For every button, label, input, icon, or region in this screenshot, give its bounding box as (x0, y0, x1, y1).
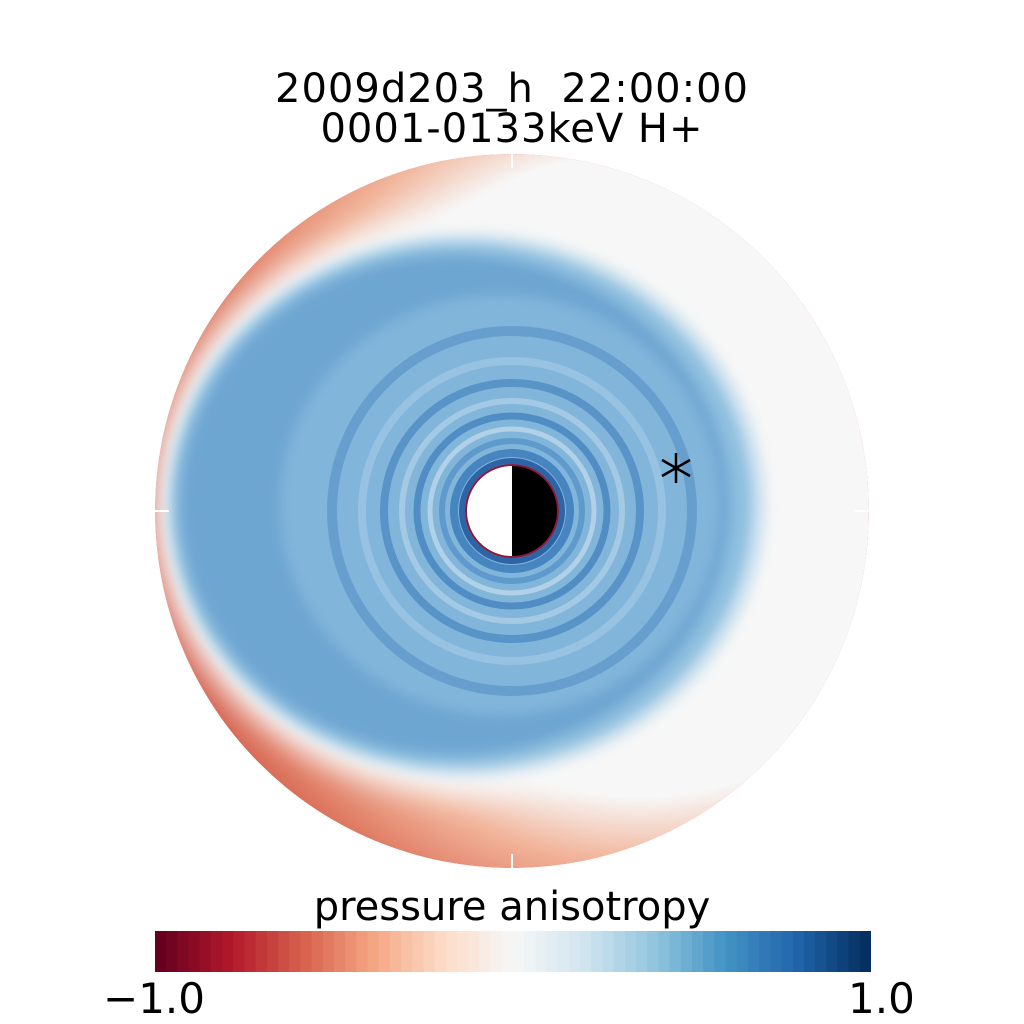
colorbar-swatch (378, 931, 391, 972)
colorbar-swatch (334, 931, 346, 972)
colorbar-swatch (244, 931, 257, 972)
concentric-rings (327, 326, 697, 696)
colorbar-swatch (177, 931, 190, 972)
colorbar-swatch (658, 931, 671, 972)
colorbar-swatch (759, 931, 771, 972)
colorbar-swatch (479, 931, 492, 972)
colorbar-swatch (803, 931, 816, 972)
asterisk-marker-icon (661, 453, 691, 483)
colorbar-swatch (345, 931, 357, 972)
colorbar-swatch (322, 931, 335, 972)
colorbar-swatch (703, 931, 715, 972)
colorbar-swatch (513, 931, 525, 972)
colorbar-swatch (210, 931, 223, 972)
colorbar-swatch (792, 931, 805, 972)
colorbar-swatch (736, 931, 749, 972)
colorbar-swatch (501, 931, 514, 972)
colorbar-swatch (401, 931, 413, 972)
colorbar-swatch (848, 931, 861, 972)
colorbar-label: pressure anisotropy (313, 884, 711, 930)
colorbar-swatch (155, 931, 167, 972)
colorbar-swatch (233, 931, 246, 972)
colorbar-swatch (166, 931, 178, 972)
colorbar-max-label: 1.0 (848, 974, 915, 1023)
colorbar-swatch (613, 931, 626, 972)
colorbar-swatch (311, 931, 324, 972)
colorbar-swatch (188, 931, 201, 972)
colorbar-swatch (300, 931, 313, 972)
colorbar-swatch (255, 931, 268, 972)
colorbar-swatch (591, 931, 604, 972)
colorbar-swatch (468, 931, 481, 972)
colorbar-swatch (445, 931, 458, 972)
colorbar-swatch (457, 931, 469, 972)
colorbar-swatch (199, 931, 212, 972)
colorbar-swatch (826, 931, 839, 972)
colorbar-swatch (367, 931, 380, 972)
colorbar-swatch (568, 931, 581, 972)
colorbar-swatch (837, 931, 850, 972)
colorbar-swatch (602, 931, 615, 972)
axis-ticks (155, 154, 869, 868)
colorbar-swatch (535, 931, 548, 972)
colorbar-swatch (680, 931, 693, 972)
colorbar-swatch (289, 931, 302, 972)
colorbar-swatch (557, 931, 570, 972)
colorbar-swatch (266, 931, 279, 972)
colorbar-swatch (669, 931, 682, 972)
colorbar-swatch (647, 931, 660, 972)
colorbar-swatch (859, 931, 871, 972)
colorbar (155, 931, 871, 972)
earth-icon (465, 464, 559, 558)
colorbar-min-label: −1.0 (103, 974, 205, 1023)
colorbar-swatch (412, 931, 425, 972)
colorbar-swatch (278, 931, 290, 972)
plot-title-line2: 0001-0133keV H+ (320, 106, 704, 152)
colorbar-swatch (714, 931, 727, 972)
colorbar-swatch (389, 931, 402, 972)
colorbar-swatch (624, 931, 637, 972)
colorbar-swatch (770, 931, 783, 972)
colorbar-swatch (815, 931, 827, 972)
colorbar-swatch (747, 931, 760, 972)
colorbar-swatch (636, 931, 648, 972)
colorbar-swatch (423, 931, 436, 972)
colorbar-swatch (434, 931, 447, 972)
colorbar-swatch (781, 931, 794, 972)
colorbar-swatch (580, 931, 592, 972)
colorbar-swatch (524, 931, 536, 972)
colorbar-swatch (546, 931, 559, 972)
colorbar-swatch (222, 931, 234, 972)
plot-title-line1: 2009d203_h 22:00:00 (275, 66, 749, 112)
colorbar-swatch (356, 931, 369, 972)
colorbar-swatch (692, 931, 704, 972)
colorbar-swatch (490, 931, 503, 972)
colorbar-swatch (725, 931, 738, 972)
polar-plot (155, 154, 869, 868)
